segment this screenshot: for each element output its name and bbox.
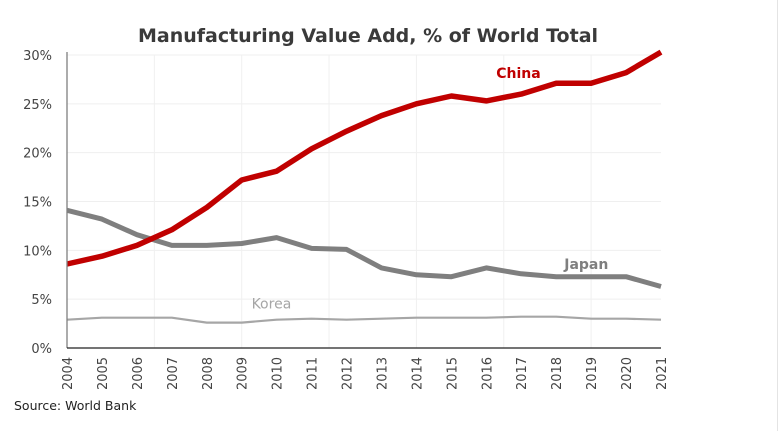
x-tick-label: 2008 [201, 357, 216, 390]
x-axis-ticks: 2004 2005 2006 2007 2008 2009 2010 2011 2012 2013… [61, 357, 670, 390]
y-tick-label: 25% [23, 98, 52, 113]
x-tick-label: 2019 [585, 357, 600, 390]
source-note: Source: World Bank [14, 398, 137, 413]
series-label-korea: Korea [252, 297, 292, 313]
y-tick-label: 20% [23, 147, 52, 162]
x-tick-label: 2020 [620, 357, 635, 390]
gridlines [67, 54, 661, 348]
x-tick-label: 2004 [61, 357, 76, 390]
x-tick-label: 2009 [236, 357, 251, 390]
x-tick-label: 2007 [166, 357, 181, 390]
x-tick-label: 2014 [410, 357, 425, 390]
y-tick-label: 10% [23, 244, 52, 259]
x-tick-label: 2006 [131, 357, 146, 390]
series-line-china [66, 49, 663, 267]
x-tick-label: 2021 [655, 357, 670, 390]
chart-title: Manufacturing Value Add, % of World Tota… [138, 25, 598, 47]
series-label-china: China [496, 66, 540, 82]
x-tick-label: 2018 [550, 357, 565, 390]
y-axis-ticks: 0% 5% 10% 15% 20% 25% 30% [23, 49, 52, 357]
x-tick-label: 2012 [341, 357, 356, 390]
x-tick-label: 2015 [445, 357, 460, 390]
x-tick-label: 2017 [515, 357, 530, 390]
x-tick-label: 2013 [375, 357, 390, 390]
series-label-japan: Japan [563, 257, 608, 273]
y-tick-label: 0% [31, 342, 52, 357]
x-tick-label: 2011 [306, 357, 321, 390]
x-tick-label: 2016 [480, 357, 495, 390]
y-tick-label: 5% [31, 293, 52, 308]
x-tick-label: 2010 [271, 357, 286, 390]
series-lines [66, 49, 663, 324]
x-tick-label: 2005 [96, 357, 111, 390]
y-tick-label: 30% [23, 49, 52, 64]
series-line-korea [66, 315, 662, 324]
series-line-japan [66, 207, 662, 289]
y-tick-label: 15% [23, 196, 52, 211]
